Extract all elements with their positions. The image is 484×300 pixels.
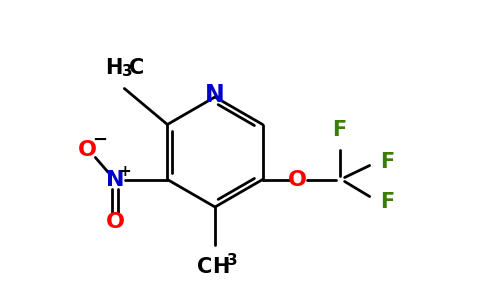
Text: F: F: [379, 191, 394, 212]
Text: O: O: [288, 169, 307, 190]
Text: 3: 3: [227, 253, 238, 268]
Text: 3: 3: [122, 64, 133, 79]
Text: −: −: [92, 130, 107, 148]
Text: N: N: [205, 83, 225, 107]
Text: F: F: [379, 152, 394, 172]
Text: N: N: [106, 169, 124, 190]
Text: F: F: [333, 119, 347, 140]
Text: C: C: [197, 257, 212, 277]
Text: H: H: [212, 257, 229, 277]
Text: O: O: [106, 212, 125, 232]
Text: H: H: [105, 58, 122, 79]
Text: O: O: [78, 140, 97, 160]
Text: C: C: [129, 58, 145, 79]
Text: +: +: [118, 164, 131, 179]
